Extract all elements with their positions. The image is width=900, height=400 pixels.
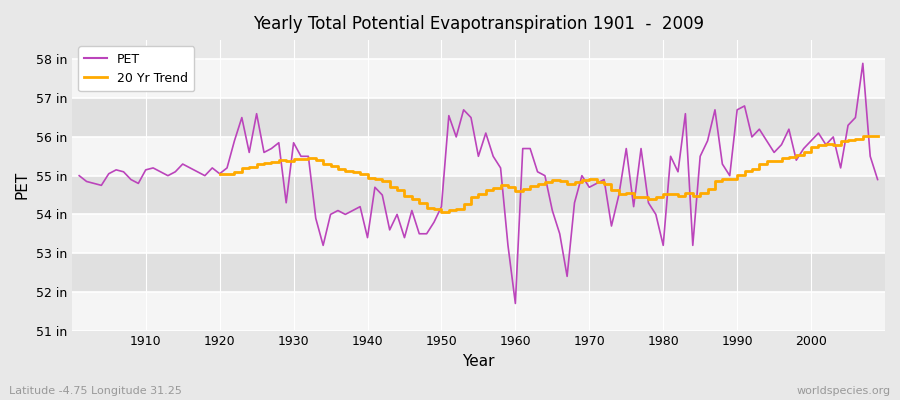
Line: PET: PET bbox=[79, 63, 878, 304]
20 Yr Trend bbox=[872, 134, 883, 138]
20 Yr Trend bbox=[303, 156, 314, 160]
Y-axis label: PET: PET bbox=[15, 171, 30, 200]
PET bbox=[606, 224, 616, 228]
20 Yr Trend bbox=[214, 172, 225, 176]
20 Yr Trend bbox=[784, 155, 795, 160]
Line: 20 Yr Trend: 20 Yr Trend bbox=[220, 136, 878, 212]
PET bbox=[858, 61, 868, 66]
PET bbox=[502, 243, 513, 248]
Text: worldspecies.org: worldspecies.org bbox=[796, 386, 891, 396]
PET bbox=[133, 181, 144, 186]
Bar bbox=[72, 176, 885, 214]
20 Yr Trend bbox=[680, 190, 691, 195]
PET bbox=[872, 177, 883, 182]
Bar bbox=[72, 98, 885, 137]
20 Yr Trend bbox=[769, 159, 779, 164]
Bar bbox=[72, 214, 885, 253]
X-axis label: Year: Year bbox=[462, 354, 495, 369]
PET bbox=[295, 154, 306, 159]
Bar bbox=[72, 60, 885, 98]
Text: Latitude -4.75 Longitude 31.25: Latitude -4.75 Longitude 31.25 bbox=[9, 386, 182, 396]
20 Yr Trend bbox=[414, 201, 425, 206]
PET bbox=[340, 212, 351, 217]
PET bbox=[74, 173, 85, 178]
Legend: PET, 20 Yr Trend: PET, 20 Yr Trend bbox=[78, 46, 194, 91]
Bar bbox=[72, 292, 885, 330]
Bar bbox=[72, 137, 885, 176]
Bar bbox=[72, 253, 885, 292]
PET bbox=[510, 301, 521, 306]
Title: Yearly Total Potential Evapotranspiration 1901  -  2009: Yearly Total Potential Evapotranspiratio… bbox=[253, 15, 704, 33]
PET bbox=[518, 146, 528, 151]
20 Yr Trend bbox=[865, 134, 876, 138]
20 Yr Trend bbox=[850, 136, 860, 141]
20 Yr Trend bbox=[436, 210, 446, 214]
